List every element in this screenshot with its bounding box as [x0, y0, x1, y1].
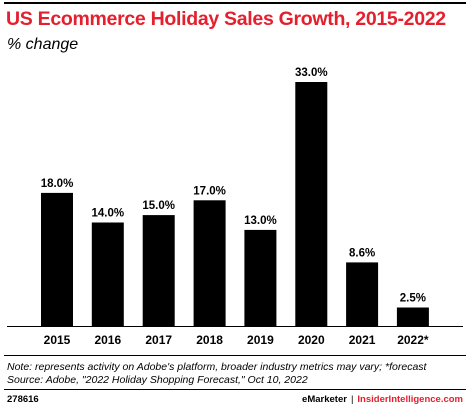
bar-2016 [91, 222, 124, 326]
brand-insider-intelligence: InsiderIntelligence.com [357, 394, 463, 405]
bar-2020 [295, 82, 328, 326]
bar-2019 [244, 229, 277, 326]
x-tick-label-2022*: 2022* [397, 333, 429, 347]
x-tick-label-2015: 2015 [44, 333, 71, 347]
x-tick-label-2021: 2021 [349, 333, 376, 347]
bar-2022* [396, 307, 429, 326]
bar-2015 [41, 192, 73, 326]
brand-separator: | [350, 394, 354, 405]
note-text: Note: represents activity on Adobe's pla… [7, 361, 427, 373]
value-label-2015: 18.0% [41, 178, 74, 190]
chart-title: US Ecommerce Holiday Sales Growth, 2015-… [6, 8, 446, 30]
value-label-2018: 17.0% [193, 185, 226, 197]
value-label-2019: 13.0% [244, 215, 277, 227]
value-label-2021: 8.6% [349, 247, 375, 259]
x-tick-label-2020: 2020 [298, 333, 325, 347]
value-label-2016: 14.0% [91, 208, 124, 220]
bar-chart: 18.0% 2015 14.0% 2016 15.0% 2017 17.0% 2018 13.0… [7, 67, 463, 347]
value-label-2022*: 2.5% [400, 293, 426, 305]
top-rule [4, 2, 466, 4]
bar-2018 [193, 200, 226, 326]
bottom-rule [4, 389, 466, 390]
bar-2017 [142, 215, 175, 326]
source-text: Source: Adobe, "2022 Holiday Shopping Fo… [7, 374, 308, 386]
brand-emarketer: eMarketer [302, 394, 347, 405]
chart-subtitle: % change [7, 36, 79, 53]
x-tick-label-2019: 2019 [247, 333, 274, 347]
value-label-2020: 33.0% [295, 67, 328, 79]
chart-id: 278616 [7, 394, 39, 405]
footnote-rule [4, 355, 466, 356]
x-tick-label-2018: 2018 [196, 333, 223, 347]
value-label-2017: 15.0% [142, 200, 175, 212]
x-tick-label-2016: 2016 [94, 333, 121, 347]
bar-2021 [346, 262, 379, 326]
x-tick-label-2017: 2017 [145, 333, 172, 347]
brand-credits: eMarketer | InsiderIntelligence.com [302, 394, 463, 405]
